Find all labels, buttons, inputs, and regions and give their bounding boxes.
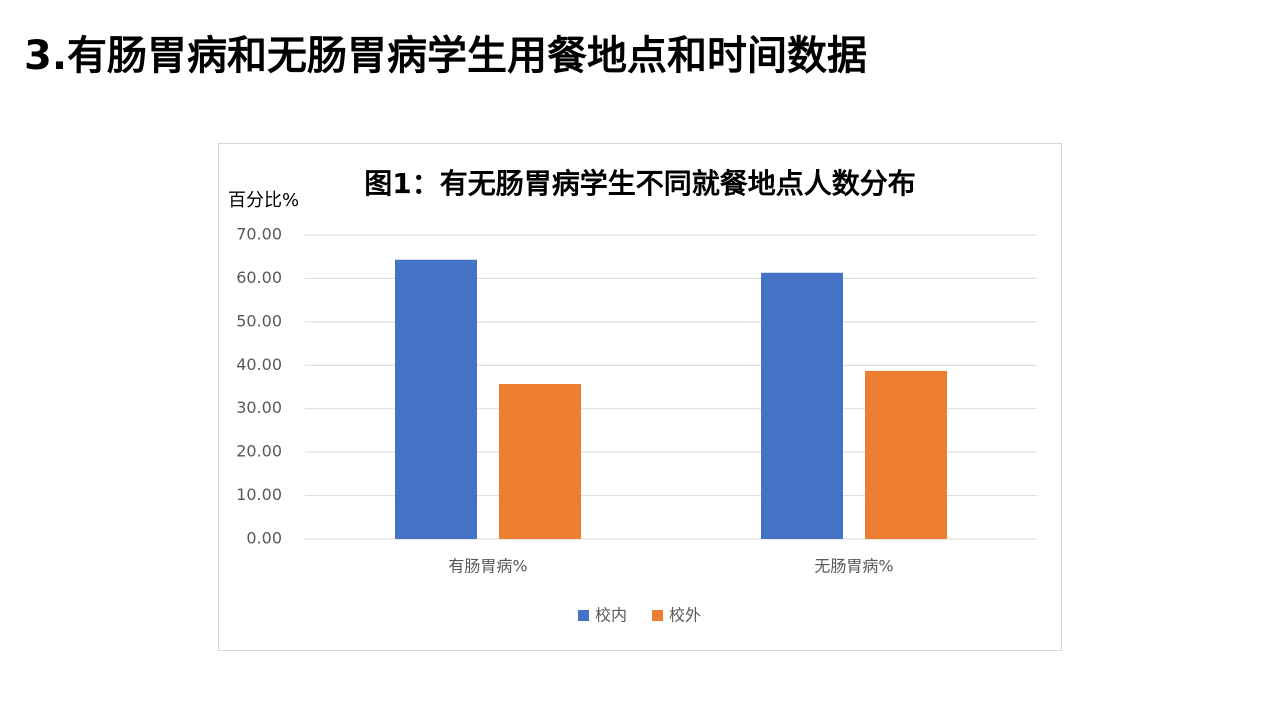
y-tick-label: 30.00 bbox=[236, 398, 282, 417]
legend-label: 校外 bbox=[669, 606, 701, 625]
y-tick-label: 20.00 bbox=[236, 442, 282, 461]
y-axis-label: 百分比% bbox=[228, 190, 299, 211]
x-tick-label: 有肠胃病% bbox=[448, 557, 527, 576]
y-tick-label: 0.00 bbox=[246, 529, 282, 548]
bar bbox=[499, 383, 581, 539]
bar bbox=[761, 272, 843, 539]
y-tick-label: 60.00 bbox=[236, 268, 282, 287]
y-tick-label: 50.00 bbox=[236, 311, 282, 330]
slide-title: 3.有肠胃病和无肠胃病学生用餐地点和时间数据 bbox=[24, 33, 867, 79]
bar bbox=[865, 370, 947, 539]
y-tick-label: 70.00 bbox=[236, 225, 282, 244]
legend-label: 校内 bbox=[595, 606, 627, 625]
y-tick-label: 10.00 bbox=[236, 485, 282, 504]
chart-title: 图1：有无肠胃病学生不同就餐地点人数分布 bbox=[364, 167, 916, 200]
legend-swatch bbox=[652, 610, 664, 621]
legend-swatch bbox=[578, 610, 589, 621]
bar bbox=[395, 259, 477, 539]
y-tick-label: 40.00 bbox=[236, 355, 282, 374]
x-tick-label: 无肠胃病% bbox=[814, 557, 893, 576]
